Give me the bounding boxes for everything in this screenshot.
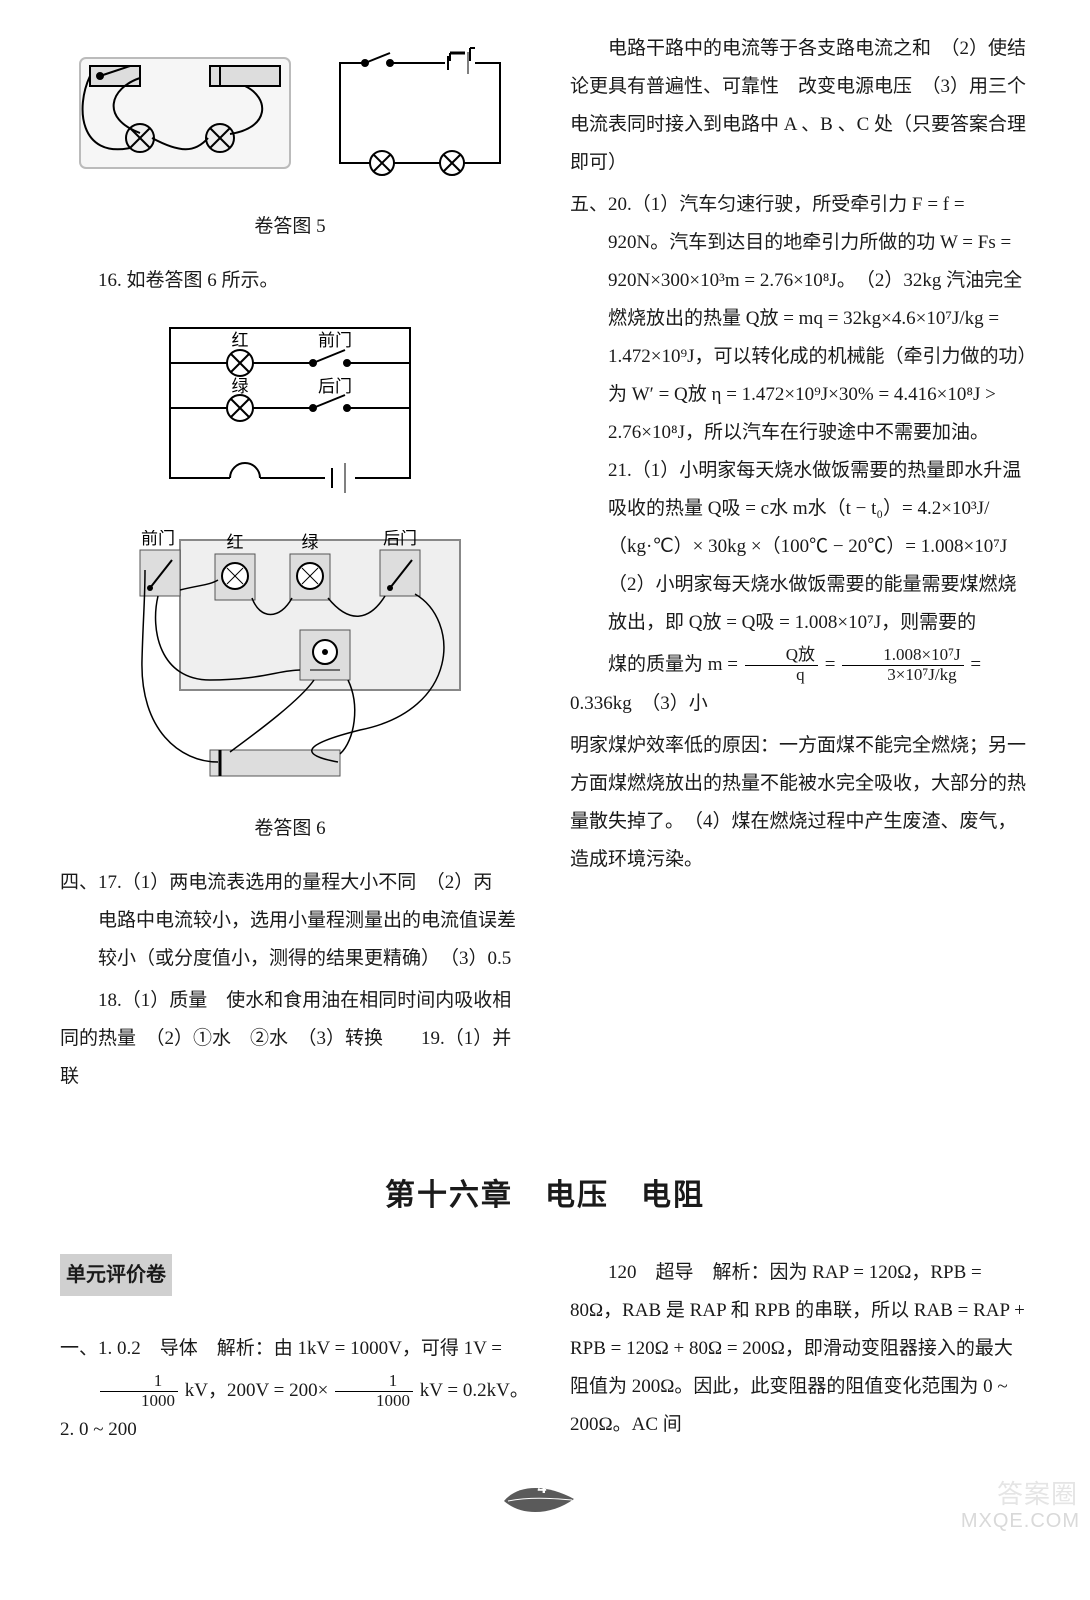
circuit-fig6b-svg: 前门 红 绿 后门 bbox=[100, 530, 480, 790]
bl-f2d: 1000 bbox=[335, 1392, 413, 1411]
bl-f1n: 1 bbox=[100, 1372, 178, 1392]
figure-5-caption: 卷答图 5 bbox=[60, 208, 520, 246]
frac-lead: 煤的质量为 m = bbox=[608, 654, 743, 675]
bl-lead: 一、1. 0.2 导体 解析：由 1kV = 1000V，可得 1V = bbox=[60, 1338, 502, 1359]
frac2-num: 1.008×10⁷J bbox=[842, 646, 963, 666]
label-front2: 前门 bbox=[141, 530, 175, 548]
r-p1: 电路干路中的电流等于各支路电流之和 （2）使结论更具有普遍性、可靠性 改变电源电… bbox=[570, 30, 1030, 182]
figure-6-caption: 卷答图 6 bbox=[60, 810, 520, 848]
q17-text: 四、17.（1）两电流表选用的量程大小不同 （2）丙 电路中电流较小，选用小量程… bbox=[60, 864, 520, 978]
unit-label: 单元评价卷 bbox=[60, 1254, 172, 1296]
frac1-den: q bbox=[745, 666, 818, 685]
label-front: 前门 bbox=[318, 331, 352, 350]
r-p2b: 明家煤炉效率低的原因：一方面煤不能完全燃烧；另一方面煤燃烧放出的热量不能被水完全… bbox=[570, 727, 1030, 879]
fraction-2: 1.008×10⁷J 3×10⁷J/kg bbox=[842, 646, 963, 684]
bottom-columns: 单元评价卷 一、1. 0.2 导体 解析：由 1kV = 1000V，可得 1V… bbox=[60, 1254, 1030, 1453]
label-green: 绿 bbox=[232, 377, 249, 396]
bottom-right-col: 120 超导 解析：因为 RAP = 120Ω，RPB = 80Ω，RAB 是 … bbox=[570, 1254, 1030, 1453]
label-rear: 后门 bbox=[318, 377, 352, 396]
label-red2: 红 bbox=[227, 533, 244, 552]
r-frac-line: 煤的质量为 m = Q放 q = 1.008×10⁷J 3×10⁷J/kg = … bbox=[570, 646, 1030, 723]
watermark-en: MXQE.COM bbox=[961, 1510, 1080, 1532]
page-footer: 4 bbox=[60, 1483, 1030, 1519]
bottom-left-col: 单元评价卷 一、1. 0.2 导体 解析：由 1kV = 1000V，可得 1V… bbox=[60, 1254, 520, 1453]
fraction-1: Q放 q bbox=[745, 646, 818, 684]
figure-5 bbox=[60, 38, 520, 202]
page-number: 4 bbox=[538, 1477, 547, 1497]
r-p2a: 五、20.（1）汽车匀速行驶，所受牵引力 F = f = 920N。汽车到达目的… bbox=[570, 186, 1030, 642]
label-green2: 绿 bbox=[302, 533, 319, 552]
page: 卷答图 5 16. 如卷答图 6 所示。 bbox=[0, 0, 1090, 1539]
bl-frac1: 1 1000 bbox=[100, 1372, 178, 1410]
watermark-cn: 答案圈 bbox=[997, 1474, 1078, 1511]
two-column-layout: 卷答图 5 16. 如卷答图 6 所示。 bbox=[60, 30, 1030, 1100]
bl-f2n: 1 bbox=[335, 1372, 413, 1392]
q18-text: 18.（1）质量 使水和食用油在相同时间内吸收相同的热量 （2）①水 ②水 （3… bbox=[60, 982, 520, 1096]
figure-6-bottom: 前门 红 绿 后门 bbox=[60, 530, 520, 804]
bl-f1d: 1000 bbox=[100, 1392, 178, 1411]
frac-eq: = bbox=[825, 654, 840, 675]
bl-line: 一、1. 0.2 导体 解析：由 1kV = 1000V，可得 1V = bbox=[60, 1330, 520, 1368]
bl-frac2: 1 1000 bbox=[335, 1372, 413, 1410]
figure-6-top: 红 前门 绿 后门 bbox=[60, 308, 520, 522]
label-red: 红 bbox=[232, 331, 249, 350]
left-column: 卷答图 5 16. 如卷答图 6 所示。 bbox=[60, 30, 520, 1100]
right-column: 电路干路中的电流等于各支路电流之和 （2）使结论更具有普遍性、可靠性 改变电源电… bbox=[570, 30, 1030, 1100]
unit-label-wrap: 单元评价卷 bbox=[60, 1254, 520, 1296]
watermark: 答案圈 MXQE.COM bbox=[961, 1510, 1080, 1533]
chapter-title: 第十六章 电压 电阻 bbox=[60, 1170, 1030, 1214]
br-p: 120 超导 解析：因为 RAP = 120Ω，RPB = 80Ω，RAB 是 … bbox=[570, 1254, 1030, 1444]
circuit-fig5-svg bbox=[70, 38, 510, 188]
frac2-den: 3×10⁷J/kg bbox=[842, 666, 963, 685]
bl-fracs: 1 1000 kV，200V = 200× 1 1000 kV = 0.2kV。… bbox=[60, 1372, 520, 1449]
circuit-fig6a-svg: 红 前门 绿 后门 bbox=[140, 308, 440, 508]
bl-mid: kV，200V = 200× bbox=[185, 1380, 329, 1401]
label-rear2: 后门 bbox=[383, 530, 417, 548]
q16-text: 16. 如卷答图 6 所示。 bbox=[60, 262, 520, 300]
frac1-num: Q放 bbox=[745, 646, 818, 666]
